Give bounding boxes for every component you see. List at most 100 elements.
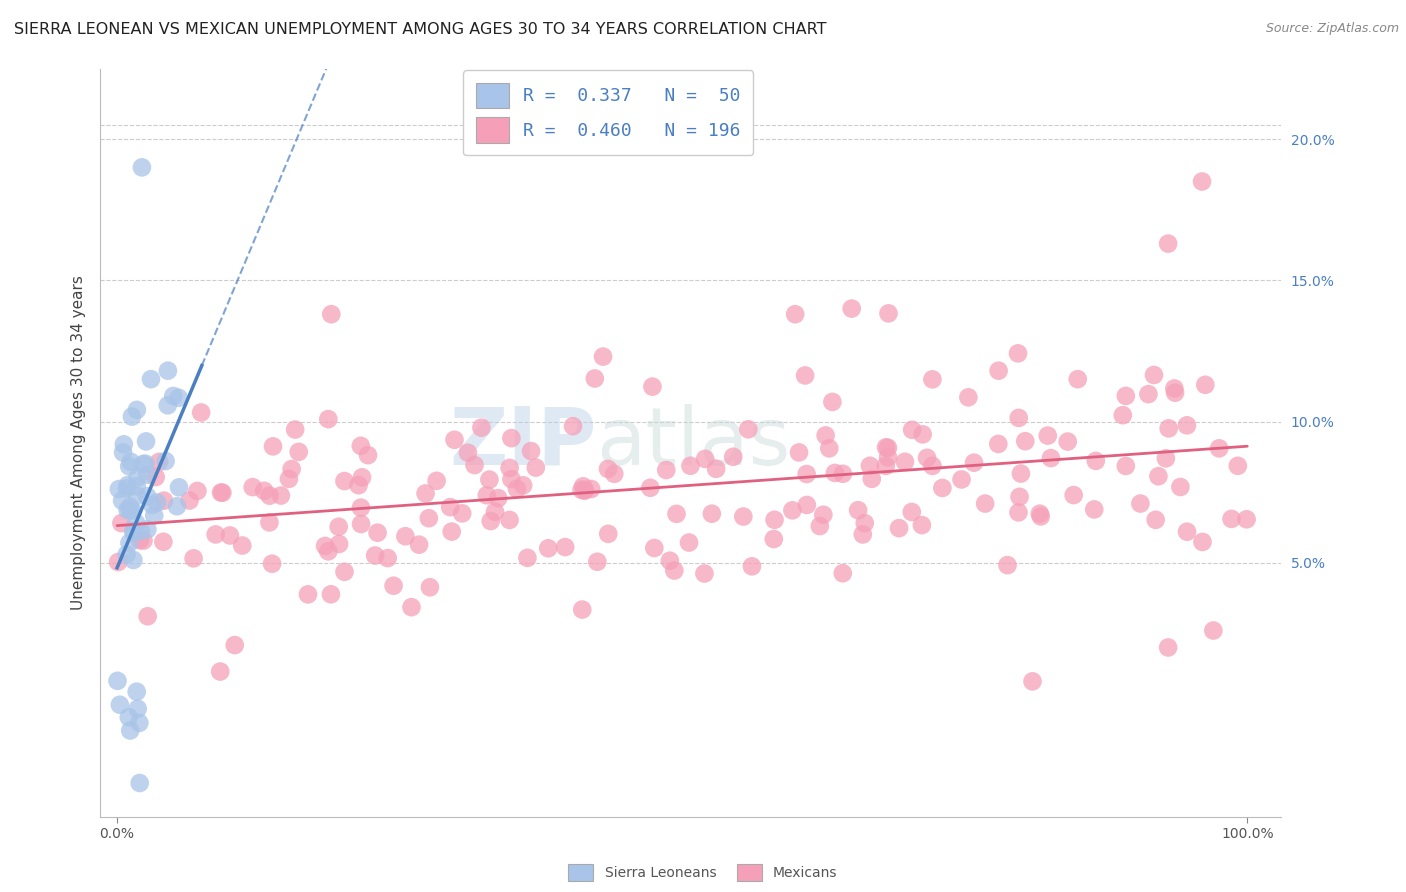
Point (598, 526, 620, 541)
Point (115, 481, 138, 495)
Point (125, 402, 148, 417)
Point (763, 513, 786, 527)
Text: ZIP: ZIP (449, 404, 596, 482)
Point (679, 458, 702, 473)
Point (957, 390, 980, 404)
Point (328, 520, 350, 534)
Point (112, 437, 135, 451)
Point (1056, 434, 1078, 449)
Point (377, 551, 399, 566)
Point (439, 500, 461, 515)
Point (1191, 174, 1213, 188)
Point (129, 524, 152, 538)
Point (1039, 451, 1062, 466)
Point (135, 457, 157, 471)
Point (665, 507, 688, 521)
Point (603, 467, 626, 481)
Point (125, 479, 148, 493)
Point (156, 364, 179, 378)
Point (118, 710, 141, 724)
Point (136, 522, 159, 536)
Point (821, 395, 844, 409)
Point (367, 525, 389, 540)
Point (664, 564, 686, 578)
Point (148, 455, 170, 469)
Point (1010, 467, 1032, 481)
Point (1143, 368, 1166, 382)
Point (721, 450, 744, 464)
Point (987, 364, 1010, 378)
Point (852, 527, 875, 541)
Point (1029, 509, 1052, 524)
Point (328, 537, 350, 551)
Point (253, 483, 276, 498)
Point (586, 555, 609, 569)
Point (132, 457, 155, 471)
Point (987, 437, 1010, 451)
Point (136, 609, 159, 624)
Point (841, 301, 863, 316)
Point (166, 500, 188, 514)
Point (512, 478, 534, 492)
Point (357, 448, 380, 462)
Point (190, 405, 212, 419)
Point (579, 482, 602, 496)
Point (574, 483, 596, 498)
Point (136, 489, 159, 503)
Point (143, 508, 166, 523)
Point (1157, 421, 1180, 435)
Point (183, 551, 205, 566)
Point (915, 450, 938, 465)
Point (179, 493, 201, 508)
Point (118, 503, 141, 517)
Point (695, 451, 717, 466)
Point (813, 508, 835, 522)
Point (1144, 513, 1167, 527)
Point (921, 372, 943, 386)
Point (911, 427, 934, 442)
Point (704, 462, 727, 476)
Point (1157, 236, 1180, 251)
Point (120, 723, 142, 738)
Point (737, 422, 759, 436)
Text: SIERRA LEONEAN VS MEXICAN UNEMPLOYMENT AMONG AGES 30 TO 34 YEARS CORRELATION CHA: SIERRA LEONEAN VS MEXICAN UNEMPLOYMENT A… (14, 22, 827, 37)
Point (350, 500, 373, 515)
Point (562, 419, 585, 434)
Point (498, 513, 520, 527)
Point (321, 307, 343, 321)
Point (643, 541, 665, 555)
Point (464, 458, 486, 472)
Point (877, 441, 900, 455)
Point (259, 489, 281, 503)
Point (831, 467, 853, 481)
Point (1137, 387, 1160, 401)
Point (741, 559, 763, 574)
Point (112, 445, 135, 459)
Point (655, 463, 678, 477)
Point (1154, 451, 1177, 466)
Point (1014, 434, 1036, 449)
Point (128, 715, 150, 730)
Point (860, 472, 883, 486)
Point (284, 423, 307, 437)
Point (794, 368, 817, 383)
Legend: R =  0.337   N =  50, R =  0.460   N = 196: R = 0.337 N = 50, R = 0.460 N = 196 (464, 70, 754, 155)
Point (700, 507, 723, 521)
Point (1007, 346, 1029, 360)
Point (139, 372, 162, 386)
Point (963, 456, 986, 470)
Point (280, 462, 302, 476)
Point (1175, 418, 1198, 433)
Point (155, 454, 177, 468)
Point (1112, 408, 1135, 422)
Point (1208, 442, 1230, 456)
Point (554, 540, 576, 554)
Point (209, 665, 232, 679)
Point (117, 503, 139, 517)
Point (440, 524, 463, 539)
Point (859, 458, 882, 473)
Point (596, 462, 619, 476)
Point (128, 776, 150, 790)
Point (115, 548, 138, 562)
Point (1063, 488, 1085, 502)
